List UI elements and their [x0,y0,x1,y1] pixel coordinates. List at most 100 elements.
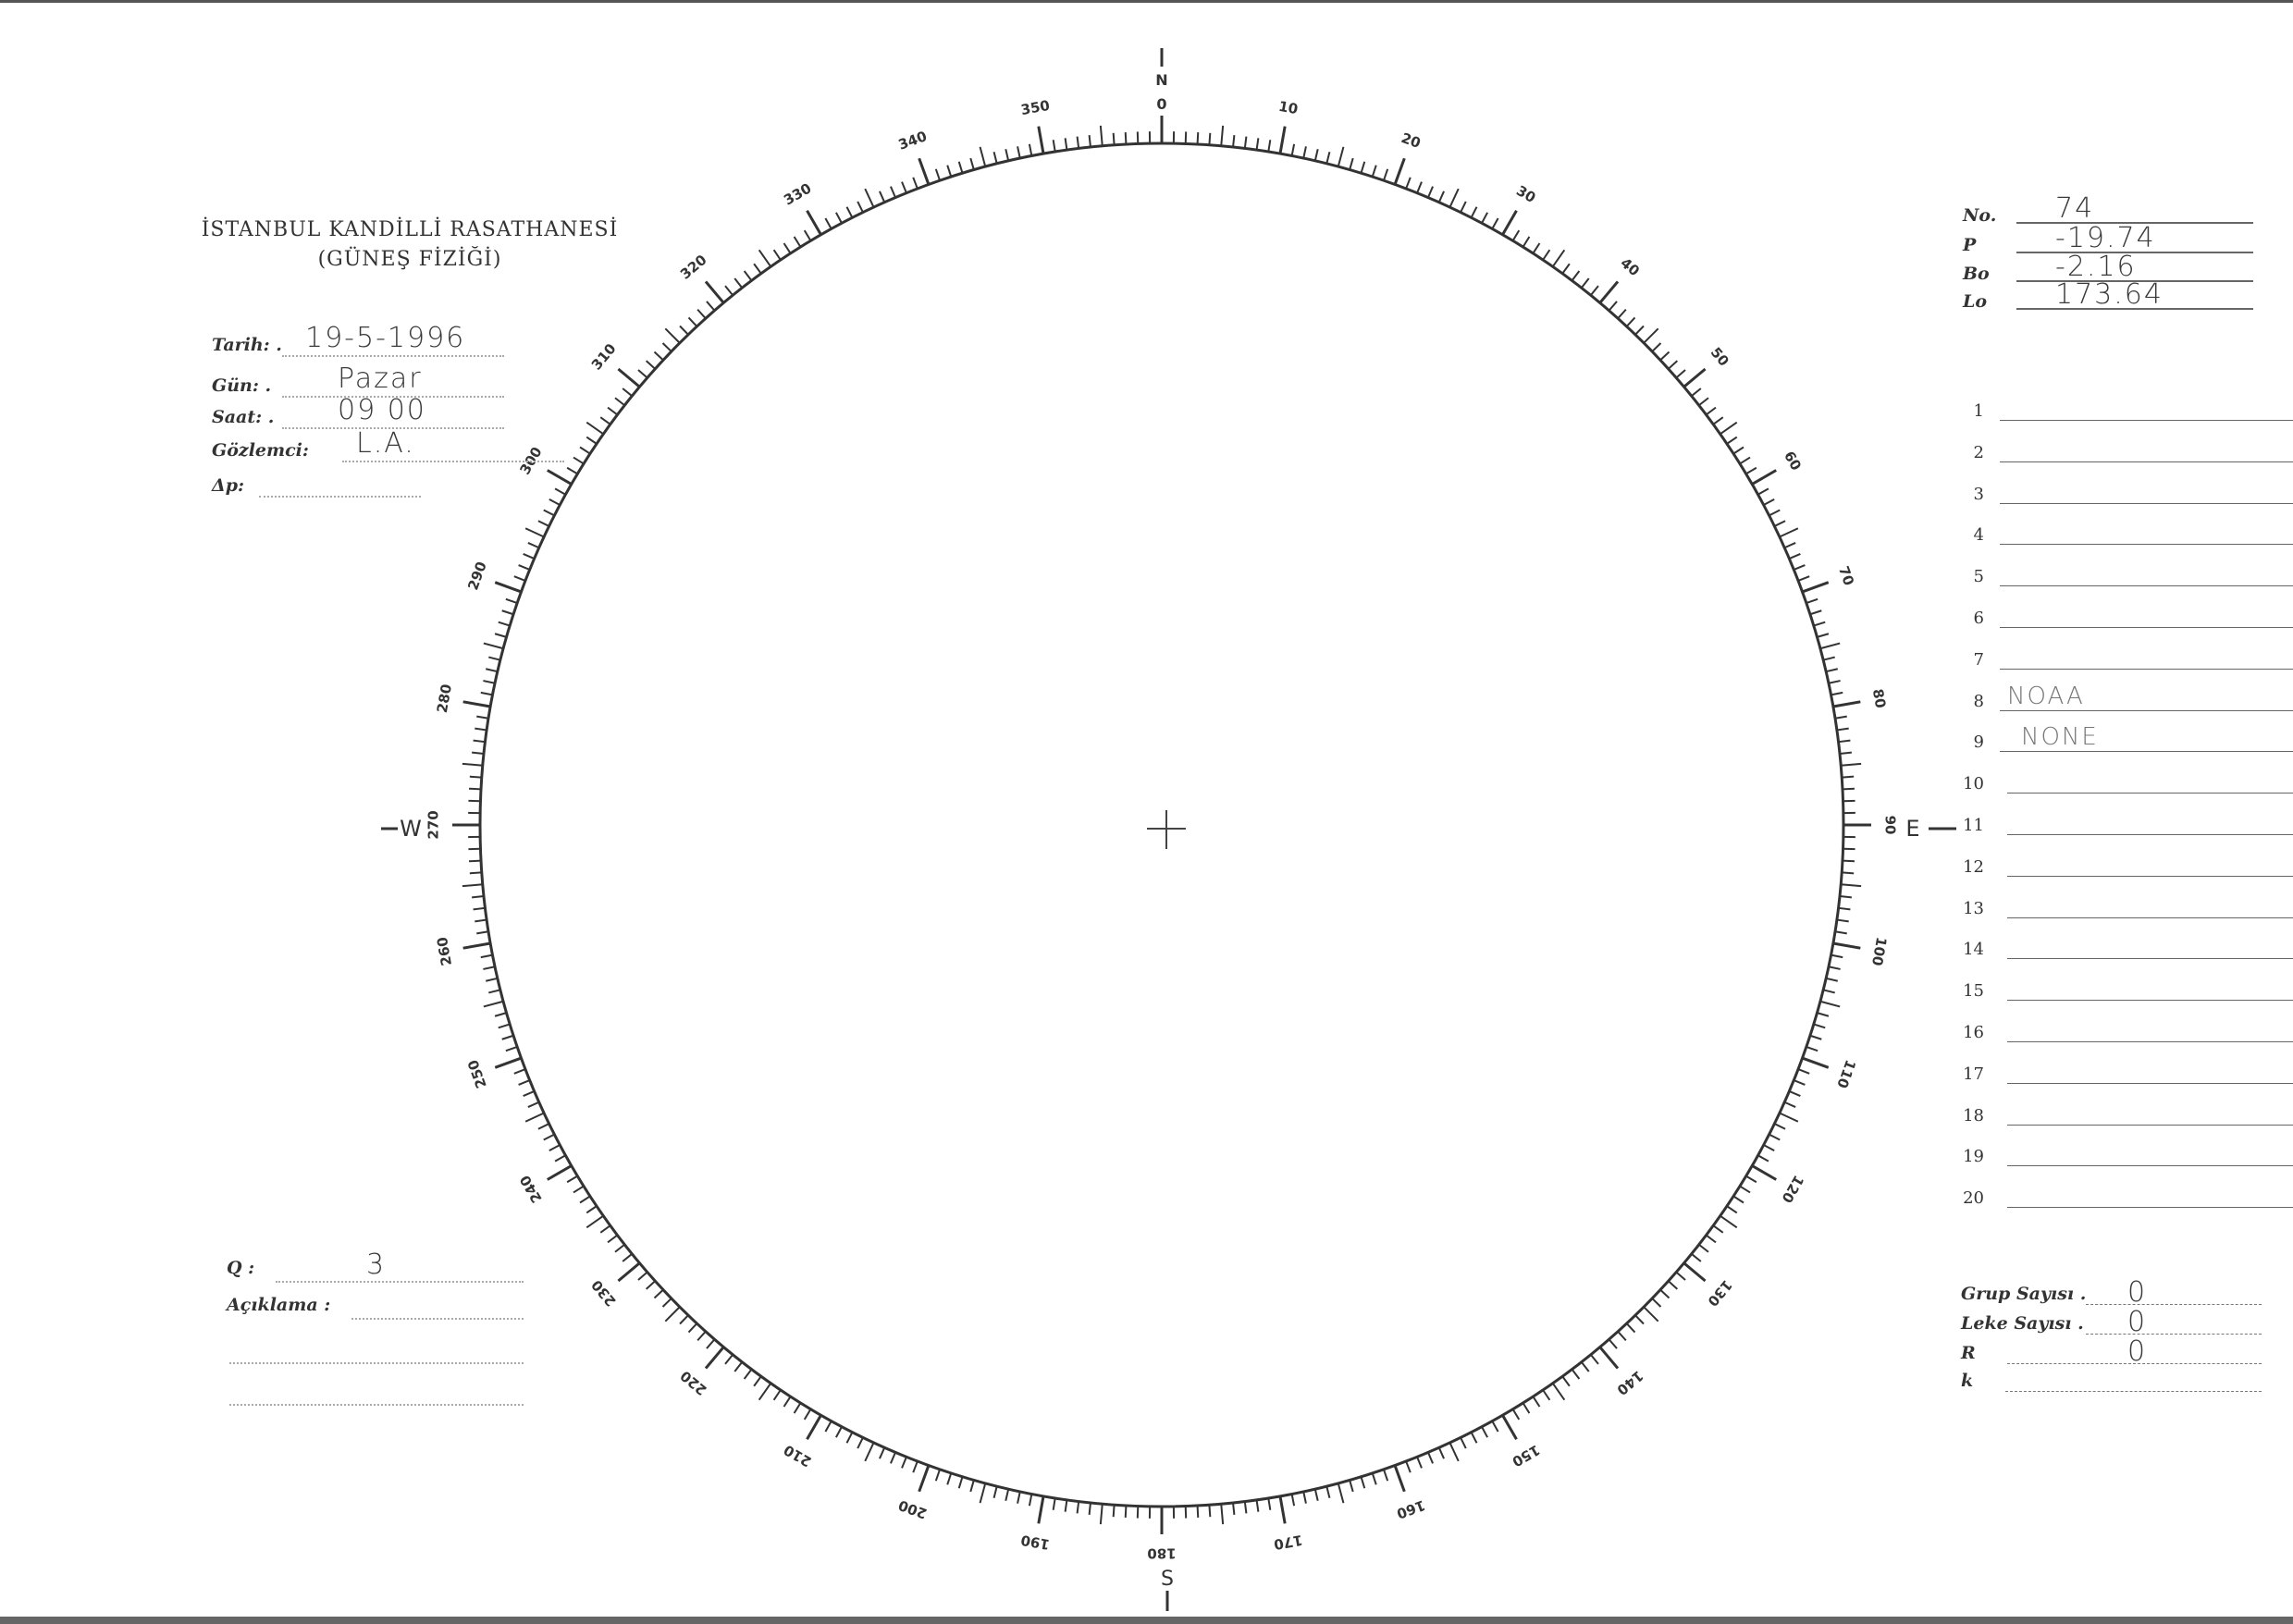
field-value[interactable]: L.A. [356,427,415,460]
dial-tick [1267,140,1272,153]
dial-tick [734,277,744,289]
field-line [282,355,504,357]
list-value[interactable]: NOAA [2007,682,2085,710]
dial-tick [1360,1476,1366,1489]
ephemeris-value[interactable]: 74 [2055,192,2095,225]
dial-tick [488,656,501,661]
list-number: 6 [1973,609,1984,628]
dial-tick [473,739,486,744]
dial-tick [622,1253,633,1262]
dial-tick-label: 90 [1882,816,1899,835]
dial-tick [803,229,812,241]
dial-tick [543,509,555,517]
dial-tick [1598,1346,1620,1370]
quality-label: Q : [227,1258,255,1278]
dial-tick [1313,148,1319,162]
dial-tick-label: 240 [516,1173,545,1206]
list-line[interactable] [2000,461,2293,462]
dial-tick [835,212,843,224]
list-line[interactable] [2000,502,2293,504]
dial-ticks [452,116,1871,1534]
dial-tick [1449,1442,1460,1462]
list-line[interactable] [2007,917,2293,918]
list-line[interactable] [2000,585,2293,587]
list-line[interactable] [2000,709,2293,711]
list-line[interactable] [2007,1165,2293,1167]
dial-tick [1802,1056,1830,1069]
dial-tick [1705,406,1717,416]
remarks-line-1[interactable] [351,1318,524,1320]
list-line[interactable] [2000,751,2293,753]
remarks-line-2[interactable] [229,1362,524,1364]
dial-tick-label: 180 [1147,1545,1176,1562]
dial-tick [494,1056,522,1069]
field-value[interactable]: 09 00 [338,394,426,426]
list-line[interactable] [2007,875,2293,877]
list-line[interactable] [2000,420,2293,421]
list-line[interactable] [2007,1082,2293,1084]
dial-tick [1243,1501,1248,1514]
list-number: 18 [1963,1105,1984,1126]
list-number: 5 [1973,567,1984,587]
dial-tick [1481,1426,1488,1438]
dial-tick [1691,1253,1702,1262]
dial-tick [1382,168,1389,181]
cardinal-markers [381,48,1956,1611]
remarks-line-3[interactable] [229,1404,524,1406]
list-line[interactable] [2000,544,2293,546]
dial-tick [1683,1261,1707,1283]
list-line[interactable] [2007,834,2293,835]
dial-tick [1405,177,1412,190]
dial-tick [1232,135,1236,148]
quality-value[interactable]: 3 [366,1249,387,1281]
list-value[interactable]: NONE [2021,723,2099,752]
ephemeris-value[interactable]: -2.16 [2055,251,2137,283]
dial-tick [1779,527,1799,538]
field-value[interactable]: Pazar [338,363,423,395]
dial-tick [758,249,772,267]
list-line[interactable] [2007,1000,2293,1002]
list-line[interactable] [2000,668,2293,670]
dial-tick [1779,1112,1799,1123]
ephemeris-value[interactable]: -19.74 [2055,222,2156,254]
dial-tick [494,581,522,594]
field-value[interactable]: 19-5-1996 [305,322,466,354]
list-line[interactable] [2007,1041,2293,1042]
dial-tick [806,210,822,236]
dial-tick [579,446,591,455]
dial-tick [1831,953,1843,959]
dial-tick [1769,1133,1781,1141]
list-line[interactable] [2007,958,2293,960]
dial-tick [1437,1446,1445,1459]
count-value[interactable]: 0 [2127,1276,2148,1309]
count-value[interactable]: 0 [2127,1306,2148,1338]
dial-tick [485,977,499,982]
count-value[interactable]: 0 [2127,1335,2148,1368]
dial-tick [1267,1497,1272,1510]
dial-tick-label: 210 [781,1441,814,1470]
dial-tick [483,680,496,684]
dial-tick [934,168,942,181]
dial-tick [1551,249,1566,267]
dial-tick [1382,1469,1389,1482]
list-line[interactable] [2007,793,2293,794]
ephemeris-value[interactable]: 173.64 [2055,278,2164,311]
dial-tick [1349,157,1354,170]
dial-tick [488,989,501,994]
count-line [2007,1363,2262,1364]
dial-tick [918,1465,931,1493]
dial-tick [637,369,648,379]
dial-tick [724,285,734,296]
dial-tick [1099,125,1103,146]
list-line[interactable] [2007,1207,2293,1209]
list-line[interactable] [2007,1124,2293,1126]
dial-tick [824,217,832,229]
dial-tick [1501,210,1518,236]
count-label: Grup Sayısı . [1961,1284,2087,1304]
dial-tick [1793,1079,1806,1086]
list-line[interactable] [2000,627,2293,628]
dial-tick [1608,1338,1618,1349]
dial-tick [573,1185,585,1194]
dial-tick [1634,1314,1645,1325]
ephemeris-label: Lo [1963,291,1988,312]
